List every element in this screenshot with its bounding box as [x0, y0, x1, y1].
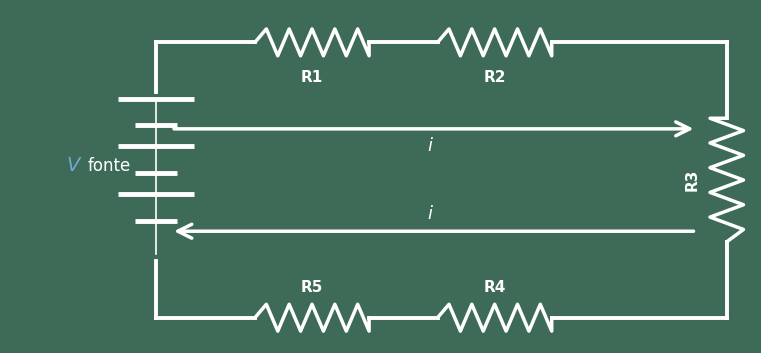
Text: R2: R2: [483, 70, 506, 85]
Text: V: V: [66, 156, 80, 175]
Text: $i$: $i$: [426, 205, 434, 222]
Text: R1: R1: [301, 70, 323, 85]
Text: R4: R4: [483, 280, 506, 295]
Text: $i$: $i$: [426, 138, 434, 155]
Text: R5: R5: [301, 280, 323, 295]
Text: R3: R3: [685, 169, 700, 191]
Text: fonte: fonte: [88, 157, 131, 175]
